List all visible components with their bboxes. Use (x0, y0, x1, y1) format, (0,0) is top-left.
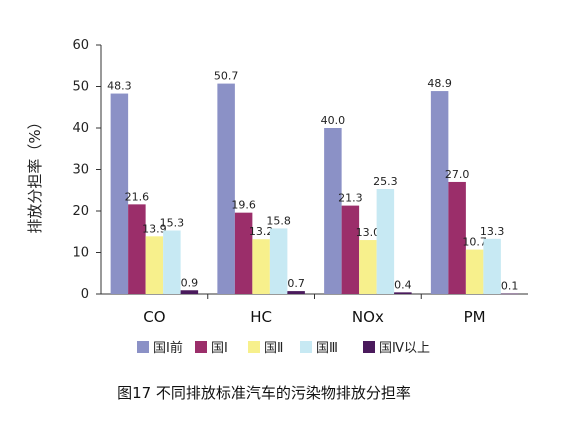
legend-entry: 国Ⅰ前 (153, 340, 183, 356)
data-label: 13.3 (480, 225, 505, 238)
bar (394, 292, 412, 294)
data-label: 40.0 (321, 114, 346, 127)
data-label: 27.0 (445, 168, 470, 181)
bar (359, 240, 377, 294)
y-tick-label: 40 (72, 121, 89, 136)
legend-swatch (363, 341, 375, 353)
data-label: 19.6 (231, 199, 256, 212)
x-tick-label: CO (143, 308, 165, 326)
data-label: 0.7 (287, 277, 305, 290)
bar (324, 128, 342, 294)
bar (500, 293, 519, 295)
legend-entry: 国Ⅳ以上 (379, 341, 430, 356)
bar (163, 230, 181, 294)
bar (110, 93, 129, 295)
data-label: 15.3 (160, 217, 185, 230)
data-label: 0.9 (181, 276, 199, 289)
y-tick-label: 60 (72, 38, 89, 53)
legend: 国Ⅰ前 国Ⅰ 国Ⅱ 国Ⅲ 国Ⅳ以上 (137, 340, 430, 356)
bar (145, 236, 164, 294)
legend-swatch (137, 341, 149, 353)
data-label: 48.9 (427, 77, 452, 90)
bar (180, 290, 199, 294)
y-tick-label: 0 (81, 287, 89, 302)
bar (483, 238, 501, 294)
legend-entry: 国Ⅲ (316, 341, 338, 356)
legend-entry: 国Ⅰ (211, 341, 228, 356)
bar (234, 212, 253, 294)
bar (448, 181, 466, 294)
y-tick-label: 10 (72, 246, 89, 261)
y-tick-label: 20 (72, 204, 89, 219)
bar (430, 91, 449, 294)
bar (341, 205, 360, 294)
bar (465, 249, 484, 294)
x-tick-label: PM (464, 308, 486, 326)
legend-entry: 国Ⅱ (264, 341, 283, 356)
legend-swatch (300, 341, 312, 353)
y-tick-label: 50 (72, 80, 89, 95)
data-label: 13.0 (356, 226, 381, 239)
legend-swatch (248, 341, 260, 353)
bar (269, 228, 288, 294)
data-label: 21.6 (125, 190, 150, 203)
figure-caption: 图17 不同排放标准汽车的污染物排放分担率 (117, 384, 411, 402)
data-label: 13.9 (142, 222, 167, 235)
bar (287, 291, 305, 294)
data-label: 15.8 (266, 214, 291, 227)
data-label: 25.3 (373, 175, 398, 188)
data-label: 21.3 (338, 192, 363, 205)
plot-area: 0 10 20 30 40 50 60 48.3 21.6 13.915.3 0.9 CO 50.7 19… (72, 38, 528, 326)
data-label: 48.3 (107, 80, 132, 93)
data-label: 10.7 (462, 236, 487, 249)
bar (217, 83, 235, 294)
legend-swatch (195, 341, 207, 353)
bar (376, 189, 395, 294)
bar (252, 239, 270, 294)
data-label: 0.4 (394, 278, 412, 291)
data-label: 50.7 (214, 70, 239, 83)
x-tick-label: HC (250, 308, 272, 326)
data-label: 13.2 (249, 225, 274, 238)
y-tick-label: 30 (72, 163, 89, 178)
x-tick-label: NOx (352, 308, 384, 326)
y-axis-title: 排放分担率（%） (26, 114, 44, 233)
bar (128, 204, 146, 294)
data-label: 0.1 (501, 280, 519, 293)
